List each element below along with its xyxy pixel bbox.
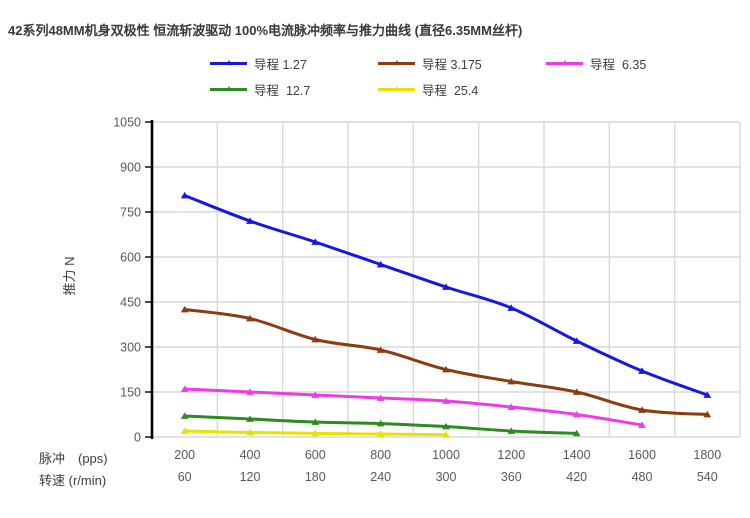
data-point-marker-icon [376, 419, 385, 427]
legend-line-swatch [378, 86, 415, 92]
data-point-marker-icon [507, 304, 516, 311]
x-tick-label: 1600 [628, 448, 656, 462]
legend-item: 导程 12.7 [210, 82, 311, 98]
data-point-marker-icon [311, 429, 320, 437]
x-tick-label: 400 [240, 448, 261, 462]
legend-line-swatch [546, 60, 583, 66]
legend-line-swatch [210, 60, 247, 66]
data-point-marker-icon [507, 403, 516, 410]
legend-item-label: 导程 1.27 [254, 57, 307, 72]
legend-item-label: 导程 6.35 [590, 57, 647, 72]
legend-item: 导程 3.175 [378, 56, 482, 72]
x-tick-label: 240 [370, 470, 391, 484]
data-point-marker-icon [376, 260, 385, 268]
x-tick-label: 200 [174, 448, 195, 462]
data-point-marker-icon [638, 367, 646, 374]
x-tick-label: 540 [697, 470, 718, 484]
data-point-marker-icon [180, 305, 189, 313]
legend-item-label: 导程 12.7 [254, 83, 311, 98]
x-axis-pulse-row-label: 脉冲 (pps) [39, 451, 108, 466]
data-point-marker-icon [180, 412, 189, 419]
x-tick-label: 600 [305, 448, 326, 462]
data-point-marker-icon [246, 415, 254, 422]
data-point-marker-icon [507, 377, 516, 385]
legend-line-swatch [210, 86, 247, 92]
triangle-marker-icon [393, 60, 400, 66]
x-tick-label: 180 [305, 470, 326, 484]
data-point-marker-icon [246, 217, 254, 224]
data-point-marker-icon [180, 385, 189, 392]
legend-item-label: 导程 3.175 [422, 57, 482, 72]
y-tick-label: 900 [120, 161, 141, 175]
x-tick-label: 60 [178, 470, 192, 484]
data-point-marker-icon [638, 406, 646, 413]
data-point-marker-icon [180, 191, 189, 199]
data-point-marker-icon [572, 410, 581, 418]
chart-series-layer: 0 150 300 450 600 750 900 1050 200 400 600 800 1000 1… [113, 116, 741, 484]
data-point-marker-icon [638, 421, 646, 428]
data-point-marker-icon [572, 388, 581, 395]
data-point-marker-icon [442, 422, 450, 430]
x-tick-label: 420 [566, 470, 587, 484]
data-point-marker-icon [376, 346, 385, 353]
x-tick-label: 1200 [497, 448, 525, 462]
legend-line-swatch [378, 60, 415, 66]
x-tick-label: 300 [436, 470, 457, 484]
legend-item: 导程 1.27 [210, 56, 307, 72]
data-point-marker-icon [246, 388, 254, 395]
data-point-marker-icon [246, 314, 254, 322]
legend-item: 导程 6.35 [546, 56, 647, 72]
x-tick-label: 1400 [563, 448, 591, 462]
x-tick-label: 120 [240, 470, 261, 484]
data-point-marker-icon [442, 397, 450, 404]
x-tick-label: 1000 [432, 448, 460, 462]
x-tick-label: 800 [370, 448, 391, 462]
data-point-marker-icon [311, 418, 320, 425]
data-point-marker-icon [572, 337, 581, 344]
x-tick-label: 1800 [693, 448, 721, 462]
data-point-marker-icon [703, 391, 712, 398]
legend-item: 导程 25.4 [378, 82, 479, 98]
legend-item-label: 导程 25.4 [422, 83, 479, 98]
y-tick-label: 1050 [113, 116, 141, 130]
y-tick-label: 300 [120, 341, 141, 355]
data-point-marker-icon [376, 394, 385, 401]
data-point-marker-icon [246, 428, 254, 436]
y-tick-label: 450 [120, 296, 141, 310]
x-tick-label: 360 [501, 470, 522, 484]
series-line [183, 194, 709, 397]
triangle-marker-icon [561, 60, 568, 66]
triangle-marker-icon [225, 86, 232, 92]
data-point-marker-icon [703, 410, 712, 418]
data-point-marker-icon [311, 391, 320, 398]
y-tick-label: 150 [120, 386, 141, 400]
triangle-marker-icon [225, 60, 232, 66]
triangle-marker-icon [393, 86, 400, 92]
data-point-marker-icon [442, 365, 450, 373]
x-tick-label: 480 [632, 470, 653, 484]
chart-title: 42系列48MM机身双极性 恒流斩波驱动 100%电流脉冲频率与推力曲线 (直径… [8, 23, 523, 38]
data-point-marker-icon [180, 427, 189, 434]
data-point-marker-icon [507, 427, 516, 434]
y-axis-title: 推力 N [62, 256, 77, 295]
x-axis-speed-row-label: 转速 (r/min) [39, 473, 106, 488]
y-tick-label: 600 [120, 251, 141, 265]
data-point-marker-icon [376, 430, 385, 437]
y-tick-label: 750 [120, 206, 141, 220]
data-point-marker-icon [442, 431, 450, 438]
data-point-marker-icon [572, 429, 581, 437]
series-line [183, 387, 644, 427]
data-point-marker-icon [311, 335, 320, 343]
data-point-marker-icon [442, 283, 450, 290]
y-tick-label: 0 [134, 431, 141, 445]
data-point-marker-icon [311, 238, 320, 245]
